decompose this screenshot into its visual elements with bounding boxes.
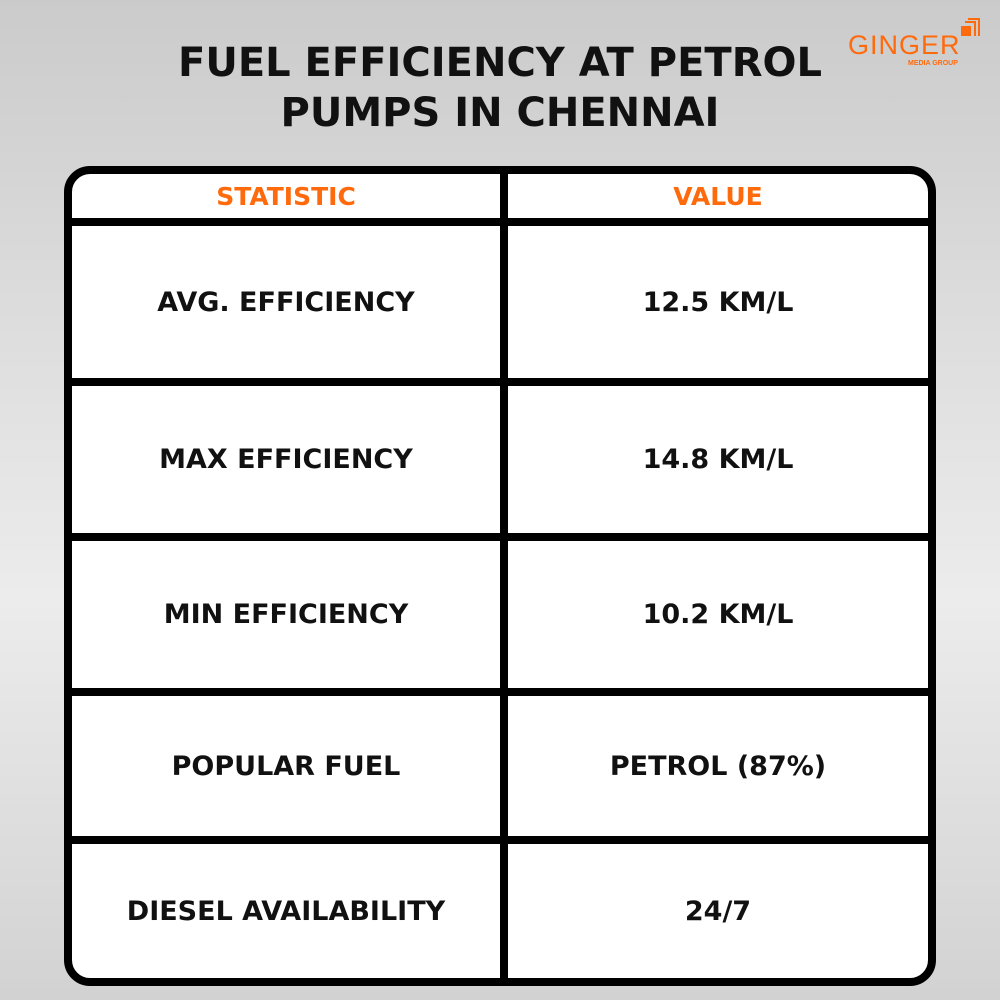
row-divider	[72, 218, 928, 226]
row-value: PETROL (87%)	[609, 750, 827, 782]
row-label: MIN EFFICIENCY	[163, 599, 409, 630]
logo-subtitle: MEDIA GROUP	[908, 60, 958, 67]
header-value: VALUE	[673, 181, 763, 211]
row-divider	[72, 836, 928, 844]
row-value: 10.2 KM/L	[642, 599, 794, 630]
row-value: 14.8 KM/L	[642, 444, 794, 475]
header-statistic: STATISTIC	[216, 181, 356, 211]
ginger-media-group-logo: GINGER MEDIA GROUP	[848, 18, 988, 73]
logo-name: GINGER	[848, 30, 961, 60]
column-divider	[500, 174, 508, 978]
row-value: 24/7	[684, 895, 752, 927]
row-label: DIESEL AVAILABILITY	[126, 895, 446, 927]
row-divider	[72, 533, 928, 541]
row-value: 12.5 KM/L	[642, 286, 794, 318]
row-divider	[72, 688, 928, 696]
page-title: FUEL EFFICIENCY AT PETROL PUMPS IN CHENN…	[178, 40, 822, 136]
row-label: AVG. EFFICIENCY	[157, 286, 415, 318]
row-label: MAX EFFICIENCY	[159, 444, 413, 475]
logo-mark-icon	[961, 18, 980, 36]
row-label: POPULAR FUEL	[171, 750, 401, 782]
statistics-table: STATISTIC VALUE AVG. EFFICIENCY 12.5 KM/…	[64, 166, 936, 986]
row-divider	[72, 378, 928, 386]
